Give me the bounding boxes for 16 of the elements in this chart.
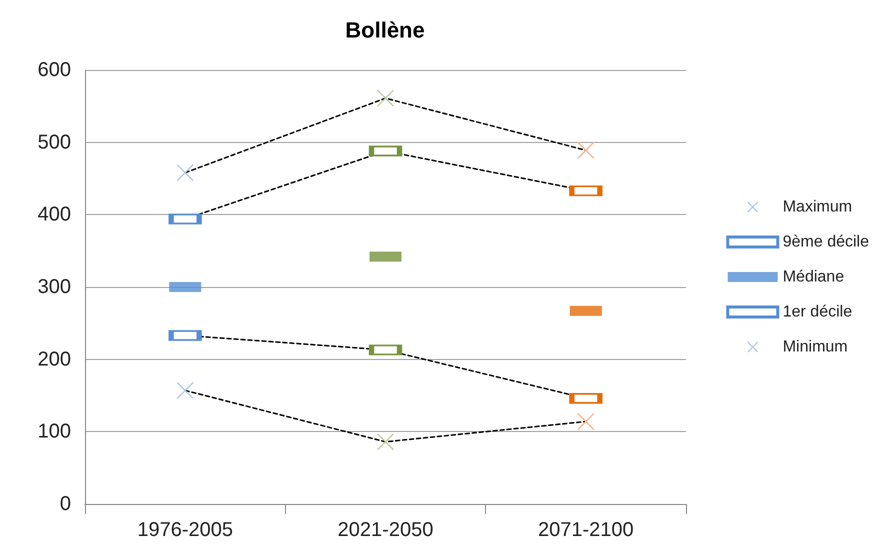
x-tick-label: 2071-2100 [538,519,634,541]
y-tick-label: 100 [38,420,71,443]
y-tick-label: 200 [38,348,71,370]
legend-label: 9ème décile [782,234,870,250]
chart-title: Bollène [345,18,425,42]
legend-label: Maximum [782,198,852,216]
x-tick-label: 2021-2050 [338,519,434,541]
x-tick-label: 1976-2005 [137,519,233,541]
y-tick-label: 600 [38,59,71,81]
legend-label: Médiane [782,268,844,286]
legend-label: Minimum [782,338,848,356]
y-tick-label: 0 [60,493,71,515]
y-tick-label: 500 [38,131,71,154]
y-tick-label: 400 [38,204,71,226]
y-tick-label: 300 [38,276,71,298]
legend-label: 1er décile [782,304,852,320]
